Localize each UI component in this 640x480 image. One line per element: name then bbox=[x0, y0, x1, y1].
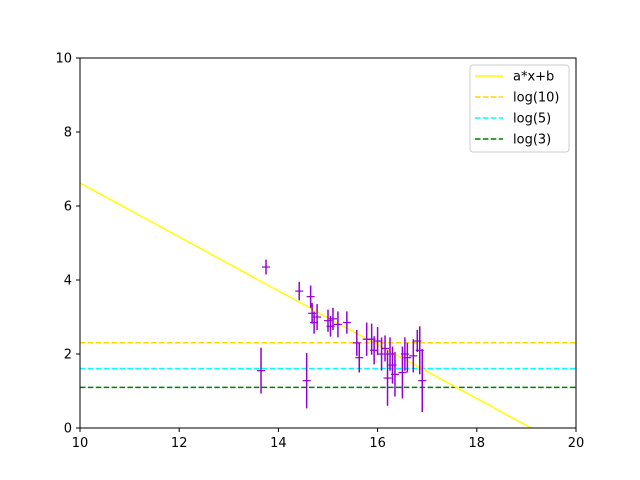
data-point bbox=[328, 307, 337, 330]
x-tick-label: 14 bbox=[270, 436, 287, 451]
legend-label-fit: a*x+b bbox=[513, 70, 554, 85]
legend-label-log10: log(10) bbox=[513, 91, 560, 106]
data-point bbox=[313, 304, 322, 330]
y-axis: 0 2 4 6 8 10 bbox=[55, 52, 80, 437]
data-point bbox=[342, 311, 351, 334]
x-axis: 10 12 14 16 18 20 bbox=[72, 428, 585, 451]
data-point bbox=[295, 281, 304, 301]
plot-content bbox=[80, 182, 576, 428]
x-tick-label: 20 bbox=[568, 436, 585, 451]
data-point bbox=[355, 342, 364, 373]
y-tick-label: 8 bbox=[64, 126, 72, 141]
legend: a*x+b log(10) log(5) log(3) bbox=[469, 64, 570, 153]
data-point bbox=[302, 352, 311, 409]
y-tick-label: 0 bbox=[64, 422, 72, 437]
plot-frame bbox=[79, 57, 577, 429]
legend-label-log5: log(5) bbox=[513, 112, 551, 127]
legend-label-log3: log(3) bbox=[513, 133, 551, 148]
data-point bbox=[306, 285, 315, 308]
x-tick-label: 16 bbox=[369, 436, 386, 451]
data-point bbox=[390, 352, 399, 397]
data-point bbox=[377, 337, 386, 371]
legend-box bbox=[469, 64, 570, 153]
x-tick-label: 18 bbox=[469, 436, 486, 451]
y-tick-label: 10 bbox=[55, 52, 72, 67]
data-point bbox=[403, 342, 412, 373]
data-point bbox=[262, 259, 270, 275]
data-point bbox=[409, 339, 418, 373]
data-point bbox=[381, 335, 390, 362]
y-tick-label: 2 bbox=[64, 348, 72, 363]
data-point bbox=[398, 346, 407, 399]
data-point bbox=[333, 311, 342, 338]
x-tick-label: 12 bbox=[171, 436, 188, 451]
data-point bbox=[383, 350, 392, 406]
data-point bbox=[257, 347, 266, 394]
data-point bbox=[418, 349, 427, 413]
data-point bbox=[373, 326, 382, 356]
y-tick-label: 4 bbox=[64, 274, 72, 289]
y-tick-label: 6 bbox=[64, 200, 72, 215]
x-tick-label: 10 bbox=[72, 436, 89, 451]
